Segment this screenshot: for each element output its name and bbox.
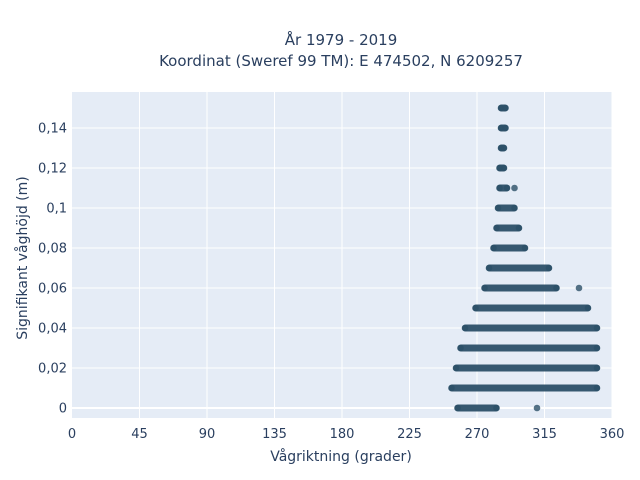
point-band	[452, 364, 601, 372]
data-point	[493, 224, 500, 232]
point-band	[461, 324, 601, 332]
data-point	[584, 304, 592, 312]
data-point-cluster	[481, 284, 560, 292]
x-tick-label: 45	[131, 427, 148, 442]
point-band	[497, 124, 509, 132]
data-point	[461, 324, 469, 332]
data-point	[457, 344, 464, 352]
data-point	[511, 204, 518, 212]
data-point	[493, 404, 500, 412]
data-point-cluster	[486, 264, 552, 272]
point-band	[497, 104, 509, 112]
data-point	[502, 104, 509, 112]
data-point	[490, 244, 497, 252]
data-point	[533, 404, 541, 412]
data-point	[521, 244, 529, 252]
data-point	[545, 264, 553, 272]
point-band	[457, 344, 601, 352]
data-point-cluster	[493, 224, 522, 232]
data-point	[593, 344, 601, 352]
y-tick-label: 0,02	[38, 362, 67, 377]
x-tick-label: 315	[532, 427, 557, 442]
y-axis-title: Signifikant våghöjd (m)	[14, 176, 31, 339]
x-axis-title: Vågriktning (grader)	[270, 448, 412, 465]
point-band	[496, 184, 518, 192]
data-point	[500, 164, 508, 172]
data-point	[515, 224, 523, 232]
x-tick-label: 90	[199, 427, 216, 442]
y-tick-label: 0,04	[38, 322, 67, 337]
x-tick-label: 0	[68, 427, 76, 442]
chart-title-line-2: Koordinat (Sweref 99 TM): E 474502, N 62…	[159, 52, 523, 70]
point-band	[497, 144, 508, 152]
data-point	[503, 184, 511, 192]
data-point-cluster	[462, 324, 600, 332]
data-point	[472, 304, 479, 312]
x-tick-label: 225	[397, 427, 422, 442]
y-tick-label: 0,06	[38, 282, 67, 297]
point-band	[490, 244, 529, 252]
x-tick-label: 135	[262, 427, 287, 442]
data-point	[481, 284, 488, 292]
x-tick-label: 270	[465, 427, 490, 442]
data-point	[454, 404, 461, 412]
y-tick-label: 0	[59, 402, 67, 417]
point-band	[448, 384, 601, 392]
data-point	[452, 364, 460, 372]
data-point	[448, 384, 455, 392]
x-tick-label: 180	[330, 427, 355, 442]
data-point-cluster	[448, 384, 600, 392]
point-band	[472, 304, 592, 312]
data-point-cluster	[453, 364, 600, 372]
data-point-cluster	[490, 244, 528, 252]
data-point	[494, 204, 502, 212]
point-band	[496, 164, 508, 172]
data-point	[502, 124, 509, 132]
point-band	[493, 224, 523, 232]
data-point	[500, 144, 508, 152]
data-point-cluster	[457, 344, 600, 352]
data-point	[593, 324, 601, 332]
data-points	[448, 104, 601, 412]
point-band	[485, 264, 553, 272]
data-point	[511, 184, 518, 192]
data-point	[593, 384, 601, 392]
y-tick-label: 0,1	[46, 202, 67, 217]
x-axis-ticks: 0 45 90 135 180 225 270 315 360	[68, 427, 625, 442]
y-tick-label: 0,14	[38, 122, 67, 137]
data-point	[593, 364, 601, 372]
y-tick-label: 0,12	[38, 162, 67, 177]
point-band	[454, 404, 541, 412]
point-band	[494, 204, 518, 212]
y-tick-label: 0,08	[38, 242, 67, 257]
data-point	[485, 264, 493, 272]
data-point-cluster	[472, 304, 591, 312]
x-tick-label: 360	[600, 427, 625, 442]
chart-title-line-1: År 1979 - 2019	[285, 30, 398, 49]
point-band	[481, 284, 583, 292]
y-axis-ticks: 0 0,02 0,04 0,06 0,08 0,1 0,12 0,14	[38, 122, 67, 417]
data-point	[575, 284, 583, 292]
data-point	[553, 284, 560, 292]
data-point-cluster	[454, 404, 500, 412]
data-point	[496, 184, 503, 192]
